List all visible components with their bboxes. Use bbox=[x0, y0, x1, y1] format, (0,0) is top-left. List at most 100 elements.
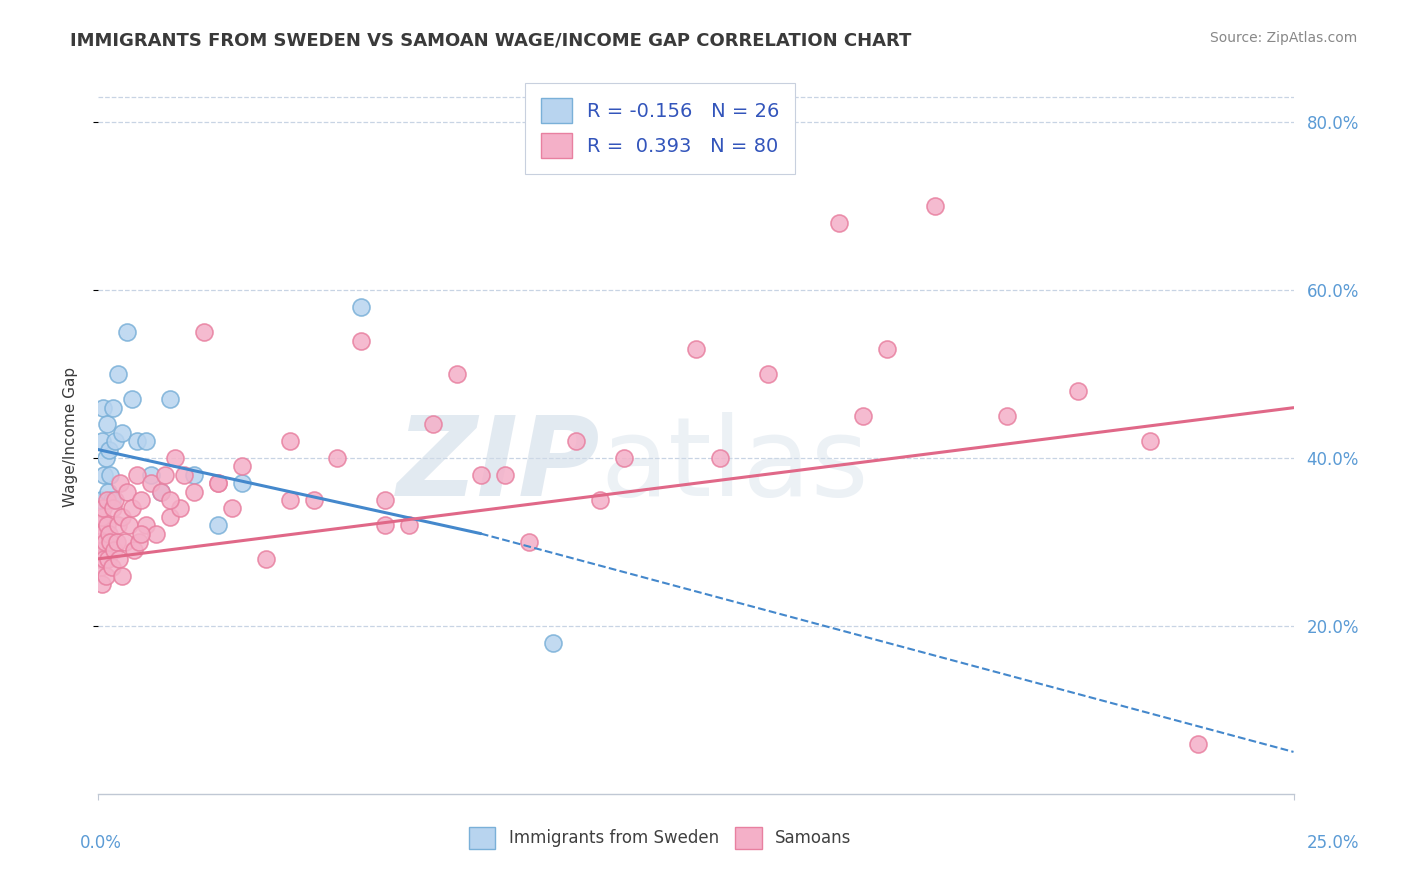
Point bbox=[1067, 384, 1090, 398]
Point bbox=[155, 467, 177, 482]
Point bbox=[207, 476, 229, 491]
Point bbox=[613, 451, 636, 466]
Point bbox=[111, 568, 134, 582]
Point bbox=[709, 451, 731, 466]
Point bbox=[121, 392, 143, 407]
Point bbox=[115, 484, 138, 499]
Point bbox=[128, 535, 150, 549]
Point bbox=[131, 526, 153, 541]
Point bbox=[183, 467, 205, 482]
Text: ZIP: ZIP bbox=[396, 412, 600, 519]
Point bbox=[852, 409, 875, 423]
Text: IMMIGRANTS FROM SWEDEN VS SAMOAN WAGE/INCOME GAP CORRELATION CHART: IMMIGRANTS FROM SWEDEN VS SAMOAN WAGE/IN… bbox=[70, 31, 911, 49]
Point bbox=[163, 451, 186, 466]
Point bbox=[94, 535, 117, 549]
Point bbox=[96, 518, 118, 533]
Point bbox=[565, 434, 588, 449]
Point bbox=[124, 543, 146, 558]
Point bbox=[90, 526, 112, 541]
Point bbox=[149, 484, 172, 499]
Point bbox=[350, 334, 373, 348]
Point bbox=[90, 560, 112, 574]
Point bbox=[183, 484, 205, 499]
Point bbox=[101, 560, 124, 574]
Point bbox=[207, 518, 229, 533]
Point bbox=[101, 501, 124, 516]
Point bbox=[139, 467, 162, 482]
Point bbox=[135, 434, 157, 449]
Point bbox=[149, 484, 172, 499]
Point bbox=[98, 467, 122, 482]
Point bbox=[517, 535, 540, 549]
Point bbox=[97, 551, 120, 566]
Point bbox=[104, 434, 127, 449]
Point bbox=[131, 493, 153, 508]
Y-axis label: Wage/Income Gap: Wage/Income Gap bbox=[63, 367, 77, 508]
Point bbox=[125, 434, 148, 449]
Point bbox=[145, 526, 167, 541]
Point bbox=[94, 568, 117, 582]
Point bbox=[159, 493, 181, 508]
Point bbox=[350, 300, 373, 314]
Point bbox=[108, 476, 131, 491]
Point bbox=[107, 518, 129, 533]
Point bbox=[159, 392, 181, 407]
Point bbox=[108, 551, 131, 566]
Point bbox=[302, 493, 325, 508]
Point bbox=[876, 342, 898, 356]
Point bbox=[589, 493, 612, 508]
Text: atlas: atlas bbox=[600, 412, 869, 519]
Point bbox=[90, 509, 112, 524]
Point bbox=[103, 543, 125, 558]
Point bbox=[173, 467, 195, 482]
Point bbox=[97, 484, 120, 499]
Point bbox=[995, 409, 1018, 423]
Point bbox=[97, 442, 120, 457]
Point bbox=[91, 434, 114, 449]
Point bbox=[398, 518, 420, 533]
Legend: Immigrants from Sweden, Samoans: Immigrants from Sweden, Samoans bbox=[460, 819, 860, 857]
Point bbox=[125, 467, 148, 482]
Point bbox=[221, 501, 243, 516]
Point bbox=[89, 551, 111, 566]
Point bbox=[231, 476, 253, 491]
Point bbox=[91, 501, 114, 516]
Point bbox=[828, 216, 851, 230]
Point bbox=[91, 577, 114, 591]
Point bbox=[98, 535, 122, 549]
Point bbox=[111, 509, 134, 524]
Point bbox=[121, 501, 143, 516]
Point bbox=[91, 401, 114, 415]
Point bbox=[326, 451, 349, 466]
Point bbox=[1187, 737, 1209, 751]
Point bbox=[89, 535, 111, 549]
Text: Source: ZipAtlas.com: Source: ZipAtlas.com bbox=[1209, 31, 1357, 45]
Point bbox=[104, 493, 127, 508]
Point bbox=[94, 451, 117, 466]
Point bbox=[96, 417, 118, 432]
Point bbox=[139, 476, 162, 491]
Point bbox=[169, 501, 191, 516]
Point bbox=[159, 509, 181, 524]
Point bbox=[278, 434, 301, 449]
Point bbox=[541, 636, 564, 650]
Point bbox=[89, 518, 111, 533]
Point bbox=[374, 493, 396, 508]
Point bbox=[101, 493, 124, 508]
Point bbox=[446, 367, 468, 381]
Point bbox=[1139, 434, 1161, 449]
Point bbox=[924, 199, 946, 213]
Point bbox=[93, 467, 115, 482]
Point bbox=[105, 535, 128, 549]
Point bbox=[107, 367, 129, 381]
Point bbox=[231, 459, 253, 474]
Point bbox=[97, 526, 120, 541]
Point bbox=[254, 551, 277, 566]
Point bbox=[374, 518, 396, 533]
Point bbox=[93, 551, 115, 566]
Point bbox=[96, 493, 118, 508]
Point bbox=[494, 467, 516, 482]
Point bbox=[91, 543, 114, 558]
Point bbox=[685, 342, 707, 356]
Point bbox=[207, 476, 229, 491]
